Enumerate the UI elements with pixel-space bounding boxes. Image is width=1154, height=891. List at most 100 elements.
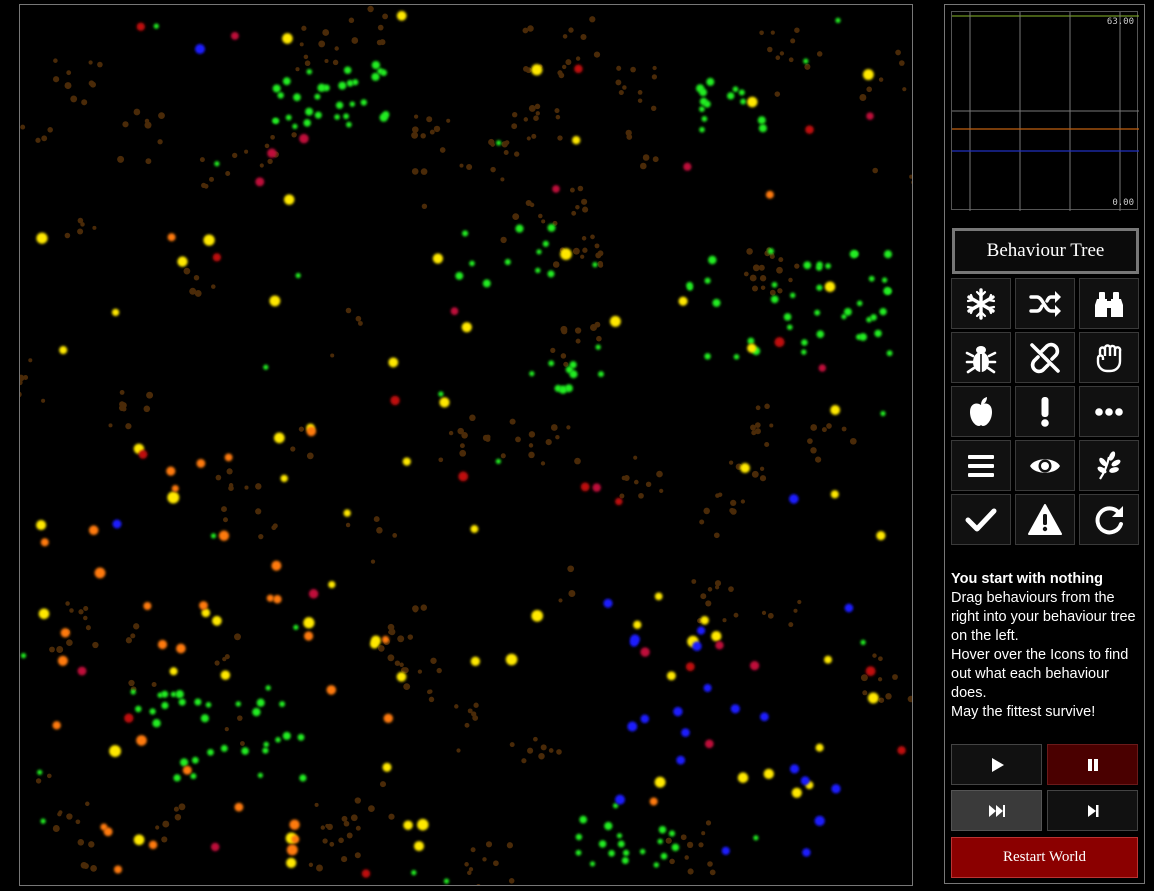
creature-red — [308, 589, 319, 599]
behaviour-tree-dropzone[interactable]: Behaviour Tree — [952, 228, 1139, 274]
pause-icon — [1087, 758, 1098, 771]
food-particle — [357, 320, 363, 326]
graph-min-label: 0.00 — [1112, 198, 1134, 208]
creature-green — [200, 714, 209, 723]
behaviour-sequence[interactable] — [951, 440, 1011, 491]
creature-green — [495, 458, 501, 464]
food-particle — [108, 423, 113, 428]
warning-icon — [1028, 503, 1062, 535]
food-particle — [264, 143, 270, 149]
behaviour-success[interactable] — [951, 494, 1011, 545]
behaviour-grow[interactable] — [1079, 440, 1139, 491]
food-particle — [237, 715, 243, 721]
creature-green — [801, 339, 808, 346]
creature-green — [771, 281, 778, 288]
creature-yellow — [283, 194, 295, 205]
creature-blue — [615, 794, 625, 805]
food-particle — [377, 645, 385, 652]
food-particle — [397, 635, 405, 643]
creature-green — [547, 270, 555, 278]
food-particle — [413, 114, 419, 119]
creature-red — [124, 713, 134, 723]
creature-green — [306, 68, 313, 75]
food-particle — [761, 610, 767, 616]
creature-blue — [692, 641, 702, 651]
food-particle — [329, 841, 335, 847]
behaviour-attack[interactable] — [1079, 332, 1139, 383]
behaviour-danger[interactable] — [1015, 494, 1075, 545]
creature-green — [738, 89, 745, 96]
creature-green — [37, 769, 43, 775]
creature-green — [753, 835, 759, 841]
fast-forward-button[interactable] — [951, 790, 1042, 831]
behaviour-bug[interactable] — [951, 332, 1011, 383]
food-particle — [652, 65, 657, 71]
creature-green — [299, 774, 307, 782]
food-particle — [92, 641, 99, 649]
creature-yellow — [747, 343, 757, 353]
creature-yellow — [36, 232, 48, 244]
food-particle — [872, 167, 879, 174]
creature-green — [263, 741, 269, 748]
creature-red — [683, 162, 692, 171]
creature-green — [740, 98, 747, 105]
food-particle — [244, 485, 249, 490]
food-particle — [540, 744, 547, 751]
behaviour-alert[interactable] — [1015, 386, 1075, 437]
creature-orange — [273, 594, 282, 604]
pause-button[interactable] — [1047, 744, 1138, 785]
creature-green — [293, 624, 299, 630]
creature-red — [866, 112, 874, 120]
behaviour-freeze[interactable] — [951, 278, 1011, 329]
creature-green — [334, 114, 340, 120]
creature-blue — [681, 728, 690, 737]
creature-red — [897, 746, 906, 755]
creature-red — [361, 869, 371, 878]
behaviour-random[interactable] — [1015, 278, 1075, 329]
behaviour-look[interactable] — [1079, 278, 1139, 329]
apple-icon — [970, 396, 992, 426]
food-particle — [687, 868, 694, 875]
play-button[interactable] — [951, 744, 1042, 785]
food-particle — [490, 142, 495, 147]
food-particle — [299, 42, 304, 47]
food-particle — [759, 466, 765, 471]
food-particle — [788, 622, 794, 628]
food-particle — [438, 457, 444, 463]
food-particle — [728, 460, 734, 465]
behaviour-see[interactable] — [1015, 440, 1075, 491]
food-particle — [56, 646, 64, 653]
food-particle — [767, 612, 774, 619]
food-particle — [841, 426, 847, 432]
food-particle — [506, 842, 514, 849]
creature-red — [615, 497, 623, 506]
behaviour-repeat[interactable] — [1079, 494, 1139, 545]
world-canvas[interactable] — [19, 4, 913, 886]
creature-green — [377, 68, 384, 75]
food-particle — [341, 815, 348, 822]
creature-yellow — [403, 820, 413, 830]
creature-red — [458, 471, 469, 482]
food-particle — [637, 98, 643, 103]
food-particle — [151, 681, 157, 688]
food-particle — [558, 598, 563, 603]
food-particle — [522, 27, 529, 34]
creature-green — [314, 111, 322, 119]
creature-green — [190, 773, 197, 780]
food-particle — [471, 711, 477, 717]
world-svg — [20, 5, 912, 885]
food-particle — [193, 274, 200, 281]
food-particle — [707, 861, 713, 867]
food-particle — [343, 820, 350, 827]
food-particle — [173, 806, 179, 812]
food-particle — [66, 70, 72, 76]
step-forward-button[interactable] — [1047, 790, 1138, 831]
food-particle — [298, 426, 305, 432]
behaviour-eat[interactable] — [951, 386, 1011, 437]
food-particle — [456, 748, 461, 753]
behaviour-wait[interactable] — [1079, 386, 1139, 437]
food-particle — [770, 30, 775, 35]
restart-world-button[interactable]: Restart World — [951, 837, 1138, 878]
behaviour-unlink[interactable] — [1015, 332, 1075, 383]
creature-green — [783, 313, 792, 321]
